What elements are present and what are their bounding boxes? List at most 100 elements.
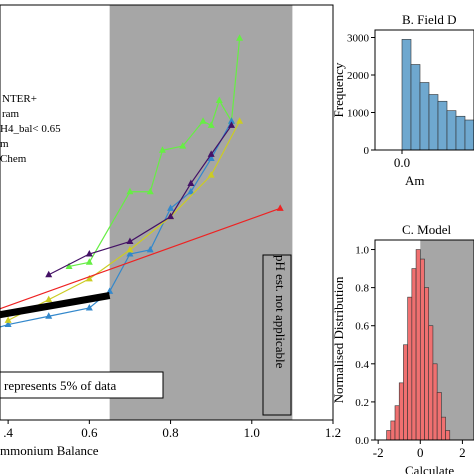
marker bbox=[236, 34, 244, 41]
x-axis-label: Am bbox=[405, 173, 425, 188]
legend-text: H4_bal< 0.65 bbox=[0, 123, 61, 135]
marker bbox=[215, 96, 223, 103]
marker bbox=[126, 245, 134, 253]
hist-bar bbox=[428, 325, 434, 440]
legend-text: ram bbox=[2, 108, 20, 120]
marker bbox=[4, 320, 12, 328]
marker bbox=[45, 270, 53, 278]
marker bbox=[126, 250, 134, 257]
x-tick-label: 0.6 bbox=[81, 425, 98, 440]
marker bbox=[45, 312, 53, 319]
marker bbox=[85, 250, 93, 257]
hist-bar bbox=[446, 110, 457, 150]
hist-bar bbox=[415, 249, 421, 440]
marker bbox=[207, 121, 215, 128]
x-tick-label: 1.0 bbox=[244, 425, 260, 440]
marker bbox=[158, 146, 166, 153]
plot-frame bbox=[374, 29, 474, 151]
x-tick-label: 0 bbox=[417, 445, 424, 460]
marker bbox=[207, 154, 215, 162]
y-tick-label: 0.0 bbox=[355, 435, 369, 447]
y-axis-label: Frequency bbox=[331, 62, 346, 117]
marker bbox=[276, 204, 284, 211]
hist-bar bbox=[411, 268, 417, 440]
annotation: represents 5% of data bbox=[4, 378, 116, 393]
hist-bar bbox=[441, 416, 446, 440]
panel: -2 0 2 0.0 0.2 0.4 0.6 0.8 1.0 C. Model Calculate N… bbox=[331, 222, 474, 474]
x-tick-label: .4 bbox=[3, 425, 13, 440]
marker bbox=[65, 262, 73, 269]
y-tick-label: 2000 bbox=[347, 70, 370, 82]
hist-bar bbox=[386, 430, 392, 440]
marker bbox=[167, 204, 175, 211]
marker bbox=[179, 142, 187, 149]
plot-frame bbox=[374, 239, 474, 441]
y-tick-label: 0.8 bbox=[355, 283, 369, 295]
hist-bar bbox=[445, 430, 451, 440]
annotation: pH est. not applicable bbox=[273, 255, 288, 369]
hist-bar bbox=[407, 296, 413, 440]
plot-area bbox=[386, 240, 474, 440]
plot-frame bbox=[0, 4, 334, 421]
marker bbox=[126, 237, 134, 245]
panel: 0.0 0 1000 2000 3000 B. Field D Am Frequency bbox=[331, 12, 474, 188]
y-tick-label: 0.4 bbox=[355, 359, 369, 371]
series-line bbox=[0, 292, 111, 319]
legend-text: m bbox=[0, 138, 9, 150]
marker bbox=[85, 303, 93, 311]
shaded-region bbox=[109, 5, 293, 420]
marker bbox=[236, 117, 244, 124]
marker bbox=[207, 150, 215, 157]
hist-bar bbox=[410, 64, 421, 150]
annotation-box bbox=[262, 254, 292, 416]
marker bbox=[85, 258, 93, 265]
hist-bar bbox=[432, 363, 438, 440]
hist-bar bbox=[455, 115, 466, 150]
y-tick-label: 0.6 bbox=[355, 321, 369, 333]
hist-bar bbox=[398, 382, 404, 440]
y-tick-label: 0.2 bbox=[355, 397, 369, 409]
marker bbox=[187, 179, 195, 186]
x-tick-label: 0.0 bbox=[394, 155, 410, 170]
chart-title: C. Model bbox=[402, 222, 452, 237]
legend-text: Chem bbox=[0, 153, 27, 165]
hist-bar bbox=[436, 392, 442, 440]
marker bbox=[45, 295, 53, 303]
x-tick-label: -2 bbox=[373, 445, 384, 460]
plot-area bbox=[0, 5, 293, 420]
annotation-box bbox=[0, 371, 164, 399]
marker bbox=[227, 117, 235, 124]
plot-area bbox=[401, 39, 474, 150]
x-tick-label: 0.8 bbox=[162, 425, 178, 440]
hist-bar bbox=[419, 258, 425, 440]
y-tick-label: 1.0 bbox=[355, 245, 369, 257]
hist-bar bbox=[394, 405, 400, 440]
chart-title: B. Field D bbox=[402, 12, 457, 27]
series-line bbox=[0, 207, 281, 310]
y-tick-label: 3000 bbox=[347, 33, 370, 45]
marker bbox=[167, 212, 175, 220]
y-tick-label: 1000 bbox=[347, 108, 370, 120]
marker bbox=[126, 187, 134, 195]
marker bbox=[227, 121, 235, 128]
legend-text: NTER+ bbox=[2, 93, 37, 105]
hist-bar bbox=[428, 94, 439, 150]
hist-bar bbox=[424, 287, 430, 440]
marker bbox=[207, 171, 215, 178]
hist-bar bbox=[401, 39, 412, 150]
y-tick-label: 0 bbox=[364, 145, 370, 157]
x-tick-label: 1.2 bbox=[325, 425, 341, 440]
x-tick-label: 2 bbox=[459, 445, 466, 460]
hist-bar bbox=[390, 420, 396, 440]
hist-bar bbox=[464, 119, 474, 150]
y-axis-label: Normalised Distribution bbox=[331, 276, 346, 403]
marker bbox=[199, 117, 207, 124]
marker bbox=[146, 245, 154, 253]
marker bbox=[85, 274, 93, 282]
marker bbox=[187, 187, 195, 195]
x-axis-label: Calculate bbox=[405, 463, 454, 474]
x-axis-label: mmonium Balance bbox=[0, 443, 99, 458]
hist-bar bbox=[437, 100, 448, 150]
marker bbox=[4, 316, 12, 323]
